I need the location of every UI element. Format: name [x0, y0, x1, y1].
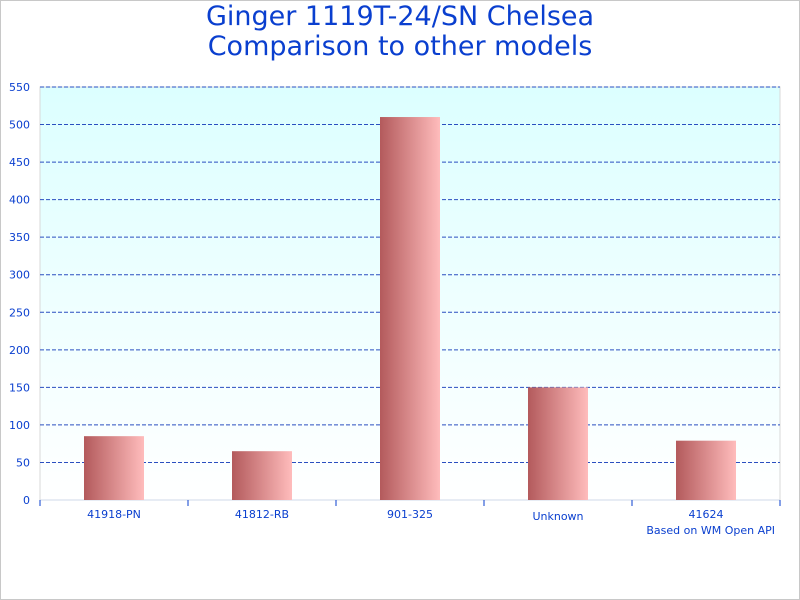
- y-tick-label: 500: [9, 119, 30, 132]
- bar-41624: [676, 440, 736, 500]
- y-tick-label: 250: [9, 306, 30, 319]
- x-tick-label: 41918-PN: [87, 508, 141, 521]
- y-tick-label: 550: [9, 81, 30, 94]
- chart-title: Ginger 1119T-24/SN Chelsea Comparison to…: [0, 2, 800, 62]
- y-tick-label: 300: [9, 269, 30, 282]
- y-tick-label: 400: [9, 194, 30, 207]
- chart-title-line-2: Comparison to other models: [207, 31, 593, 62]
- x-tick-label: 41624: [689, 508, 724, 521]
- y-tick-label: 200: [9, 344, 30, 357]
- y-tick-label: 0: [23, 494, 30, 507]
- chart-title-line-1: Ginger 1119T-24/SN Chelsea: [205, 1, 595, 32]
- bar-Unknown: [528, 387, 588, 500]
- y-tick-label: 150: [9, 381, 30, 394]
- x-tick-label: 901-325: [387, 508, 433, 521]
- y-tick-label: 50: [16, 456, 30, 469]
- y-tick-label: 450: [9, 156, 30, 169]
- source-annotation: Based on WM Open API: [646, 524, 775, 537]
- bar-901-325: [380, 117, 440, 500]
- x-tick-label: Unknown: [532, 510, 583, 523]
- bar-41918-PN: [84, 436, 144, 500]
- y-tick-label: 350: [9, 231, 30, 244]
- x-tick-label: 41812-RB: [235, 508, 289, 521]
- y-tick-label: 100: [9, 419, 30, 432]
- bar-41812-RB: [232, 451, 292, 500]
